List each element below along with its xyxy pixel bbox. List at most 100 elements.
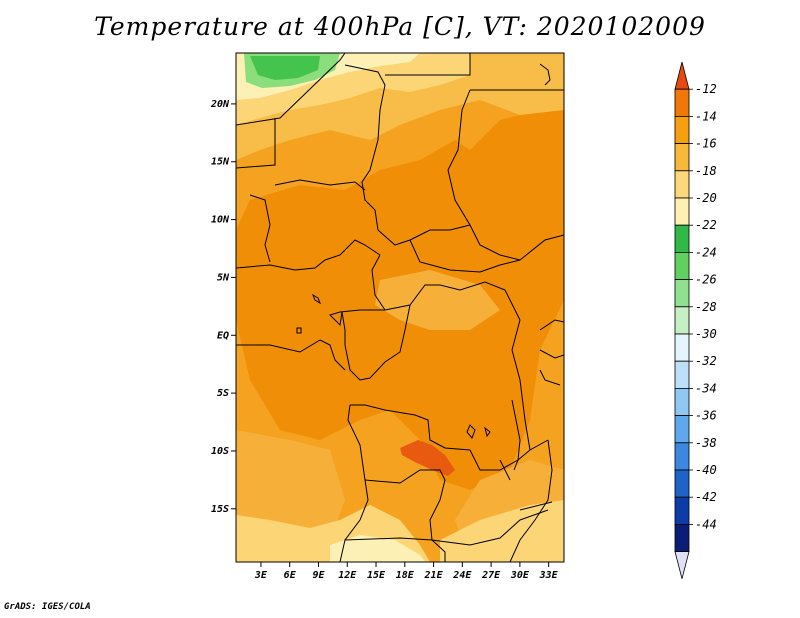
x-tick-label: 24E [452,570,472,581]
colorbar-label: -36 [695,409,717,423]
colorbar-arrow-top [674,61,690,90]
field-green [250,56,320,80]
border-line [341,304,411,381]
colorbar-swatch [674,496,690,525]
colorbar-label: -44 [695,517,717,531]
border-line [461,89,471,111]
colorbar-swatch [674,360,690,389]
map-frame [235,52,565,563]
border-line [319,339,346,371]
colorbar-swatch [674,333,690,362]
border-line [236,118,276,169]
coastline [311,293,322,305]
border-line [539,349,564,359]
colorbar-label: -22 [695,218,717,232]
field-red-orange-core [400,440,455,476]
x-axis: 3E 6E 9E 12E 15E 18E 21E 24E 27E 30E 33E [254,562,559,581]
x-tick-label: 18E [396,570,415,581]
field-light-orange-center [375,270,500,330]
border-line [274,179,366,191]
colorbar-label: -18 [695,164,717,178]
y-tick-label: 20N [210,99,230,110]
colorbar-swatch [674,88,690,117]
colorbar-label: -32 [695,354,717,368]
y-tick-label: 10N [211,215,230,226]
colorbar-swatch [674,170,690,199]
border-line [339,404,369,562]
colorbar-label: -42 [695,490,717,504]
x-tick-label: 21E [424,570,444,581]
border-line [364,469,549,546]
field-pale-yellow-south [330,535,425,562]
colorbar-label: -12 [695,82,717,96]
border-line [329,309,385,327]
border-line [447,109,501,256]
colorbar-swatch [674,251,690,280]
y-tick-label: 15N [211,157,230,168]
border-line [499,234,564,261]
border-line [371,254,386,311]
colorbar-swatch [674,116,690,145]
colorbar-swatch [674,442,690,471]
coastline [466,424,476,439]
border-line [431,539,446,562]
border-line [409,239,521,273]
coastline [539,63,551,86]
colorbar-label: -26 [695,273,717,287]
colorbar-label: -38 [695,436,717,450]
border-line [377,224,471,246]
lake-outline [519,501,553,511]
colorbar-arrow-bottom [674,551,690,579]
x-tick-label: 27E [481,570,501,581]
border-line [344,64,386,231]
coastline [236,339,321,353]
y-tick-label: 5S [217,388,229,399]
x-tick-label: 15E [367,570,386,581]
border-line [249,194,271,263]
colorbar-swatch [674,524,690,553]
colorbar-swatch [674,143,690,172]
x-tick-label: 33E [539,570,559,581]
x-tick-label: 3E [254,570,268,581]
x-tick-label: 30E [510,570,530,581]
y-tick-label: 15S [211,504,229,515]
border-line [385,53,471,76]
border-line [344,537,433,541]
border-line [511,319,531,451]
border-line [539,319,564,331]
colorbar-label: -28 [695,300,717,314]
colorbar-swatch [674,197,690,226]
y-tick-label: 10S [211,446,229,457]
border-line [236,53,346,126]
border-line [236,239,381,271]
colorbar-label: -34 [695,381,717,395]
lake-outline [499,459,511,481]
colorbar-swatch [674,224,690,253]
x-tick-label: 6E [284,570,297,581]
border-line [384,281,521,321]
colorbar-label: -20 [695,191,717,205]
colorbar-swatch [674,469,690,498]
border-line [539,369,561,386]
colorbar: -12 -14 -16 -18 -20 -22 -24 -26 -28 -30 -32 -34 -36 -… [674,61,717,579]
colorbar-label: -16 [695,137,717,151]
x-tick-label: 12E [338,570,357,581]
colorbar-label: -24 [695,245,717,259]
lake-outline [511,399,521,471]
colorbar-swatch [674,279,690,308]
colorbar-swatch [674,415,690,444]
field-light-orange-west [236,430,345,545]
coastline [296,327,302,334]
chart-title: Temperature at 400hPa [C], VT: 202010200… [94,12,706,41]
y-tick-label: 5N [217,272,230,283]
country-borders [236,53,564,562]
x-tick-label: 9E [312,570,325,581]
colorbar-swatch [674,387,690,416]
colorbar-swatch [674,306,690,335]
colorbar-label: -30 [695,327,717,341]
coastline [484,426,491,438]
colorbar-label: -40 [695,463,717,477]
grads-credit: GrADS: IGES/COLA [4,602,91,612]
y-tick-label: EQ [217,330,229,341]
